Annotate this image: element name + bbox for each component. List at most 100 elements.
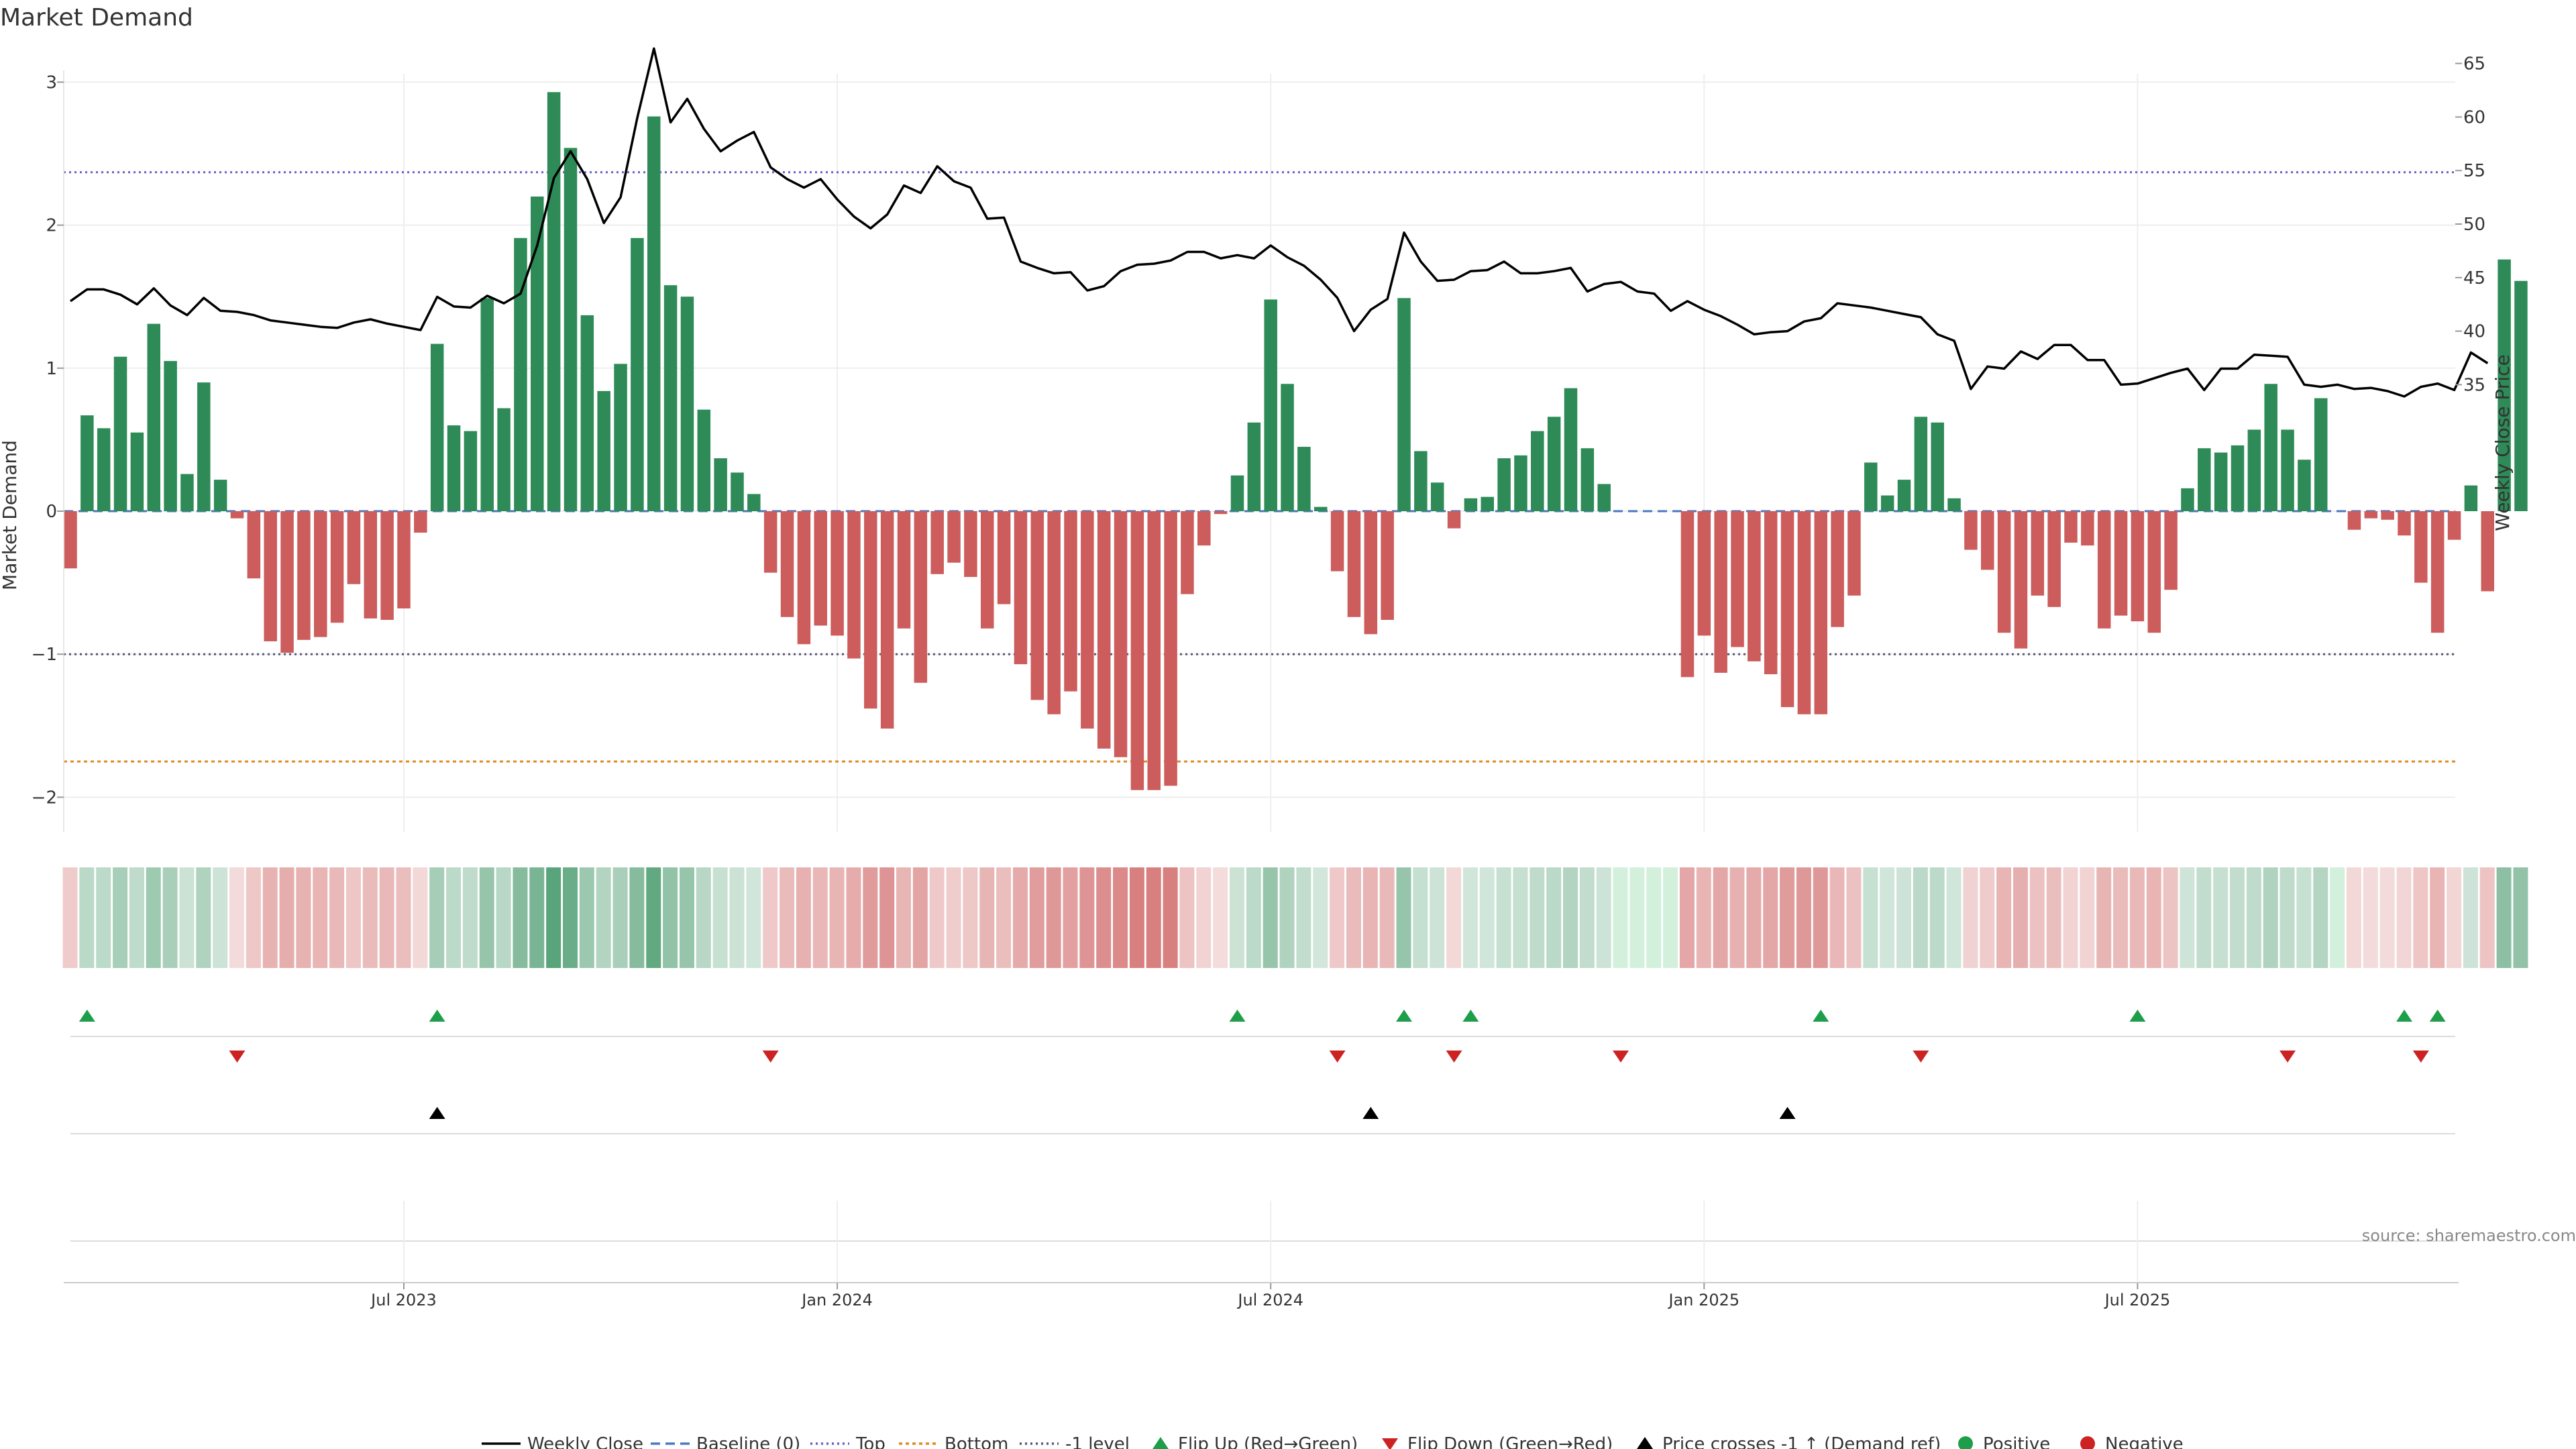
legend-swatch (1637, 1437, 1653, 1449)
strip-cell (1629, 867, 1645, 968)
strip-cell (1613, 867, 1628, 968)
x-tick-label: Jan 2024 (800, 1291, 873, 1309)
strip-cell (1362, 867, 1378, 968)
demand-bar-positive (547, 92, 561, 512)
demand-bar-positive (1414, 451, 1428, 511)
demand-bar-negative (2131, 511, 2145, 622)
demand-bar-negative (2064, 511, 2078, 543)
strip-cell (1529, 867, 1545, 968)
demand-bar-positive (97, 428, 111, 511)
y-tick-label: 2 (46, 216, 57, 236)
demand-bar-negative (2047, 511, 2061, 607)
demand-bar-negative (397, 511, 411, 608)
strip-cell (829, 867, 845, 968)
strip-cell (2313, 867, 2328, 968)
strip-cell (2363, 867, 2378, 968)
demand-bar-negative (1364, 511, 1378, 635)
demand-bar-positive (2498, 259, 2511, 511)
strip-cell (846, 867, 861, 968)
strip-cell (2463, 867, 2478, 968)
y-tick-label: 3 (46, 72, 57, 93)
legend-swatch (1152, 1437, 1169, 1449)
strip-cell (1446, 867, 1462, 968)
demand-bar-negative (897, 511, 911, 629)
x-tick-label: Jul 2025 (2104, 1291, 2171, 1309)
strip-cell (1379, 867, 1395, 968)
strip-cell (1563, 867, 1578, 968)
strip-cell (729, 867, 745, 968)
strip-cell (1012, 867, 1028, 968)
strip-cell (2180, 867, 2195, 968)
strip-cell (696, 867, 711, 968)
strip-cell (663, 867, 678, 968)
demand-bar-negative (1981, 511, 1994, 570)
strip-cell (2279, 867, 2295, 968)
demand-bar-positive (2281, 429, 2294, 511)
strip-cell (1763, 867, 1778, 968)
legend-label: Negative (2105, 1434, 2184, 1449)
demand-bar-positive (2247, 429, 2261, 511)
source-label: source: sharemaestro.com (2362, 1226, 2576, 1245)
demand-bar-positive (80, 415, 94, 511)
strip-cell (2430, 867, 2445, 968)
demand-bar-negative (1147, 511, 1161, 790)
y-tick-label: 0 (46, 502, 57, 522)
strip-cell (113, 867, 128, 968)
demand-bar-positive (1297, 447, 1311, 511)
strip-cell (1163, 867, 1178, 968)
strip-cell (479, 867, 494, 968)
strip-cell (1746, 867, 1762, 968)
strip-cell (1663, 867, 1678, 968)
demand-bar-positive (180, 474, 194, 511)
y-axis-label: Market Demand (0, 440, 21, 590)
demand-bar-positive (1564, 388, 1578, 511)
x-tick-label: Jul 2024 (1236, 1291, 1303, 1309)
strip-cell (1780, 867, 1795, 968)
legend-label: Flip Down (Green→Red) (1407, 1434, 1613, 1449)
strip-cell (279, 867, 294, 968)
strip-cell (1263, 867, 1278, 968)
demand-bar-negative (1831, 511, 1844, 627)
demand-bar-negative (247, 511, 261, 579)
demand-bar-negative (2430, 511, 2445, 633)
demand-bar-negative (2114, 511, 2128, 616)
flip-down-marker (1329, 1051, 1346, 1063)
demand-bar-positive (1897, 480, 1911, 511)
demand-bar-positive (514, 237, 527, 511)
y2-tick-label: 50 (2463, 215, 2485, 235)
demand-bar-positive (1397, 298, 1411, 511)
flip-down-marker (2279, 1051, 2296, 1063)
demand-bar-negative (297, 511, 311, 640)
demand-bar-positive (130, 432, 144, 511)
demand-bar-positive (2514, 280, 2528, 511)
demand-bar-negative (1764, 511, 1778, 675)
strip-cell (963, 867, 978, 968)
strip-cell (2230, 867, 2245, 968)
demand-bars (64, 92, 2528, 790)
chart-title: Market Demand (0, 4, 193, 32)
demand-bar-negative (981, 511, 994, 629)
strip-cell (1829, 867, 1845, 968)
strip-cell (496, 867, 511, 968)
demand-bar-positive (213, 480, 227, 511)
y2-tick-label: 65 (2463, 54, 2485, 74)
strip-cell (1179, 867, 1195, 968)
demand-bar-negative (330, 511, 344, 623)
strip-cell (62, 867, 78, 968)
strip-cell (1079, 867, 1095, 968)
demand-bar-negative (2398, 511, 2411, 536)
strip-cell (146, 867, 161, 968)
flip-up-marker (429, 1010, 445, 1022)
demand-bar-positive (680, 297, 694, 511)
strip-cell (1546, 867, 1562, 968)
strip-cell (679, 867, 694, 968)
strip-cell (1230, 867, 1244, 968)
demand-bar-positive (147, 323, 160, 511)
strip-cell (2063, 867, 2078, 968)
strip-cell (2330, 867, 2345, 968)
demand-bar-negative (2097, 511, 2111, 629)
strip-cell (462, 867, 478, 968)
demand-bar-positive (647, 116, 661, 511)
flip-up-marker (1462, 1010, 1479, 1022)
demand-bar-negative (64, 511, 77, 569)
